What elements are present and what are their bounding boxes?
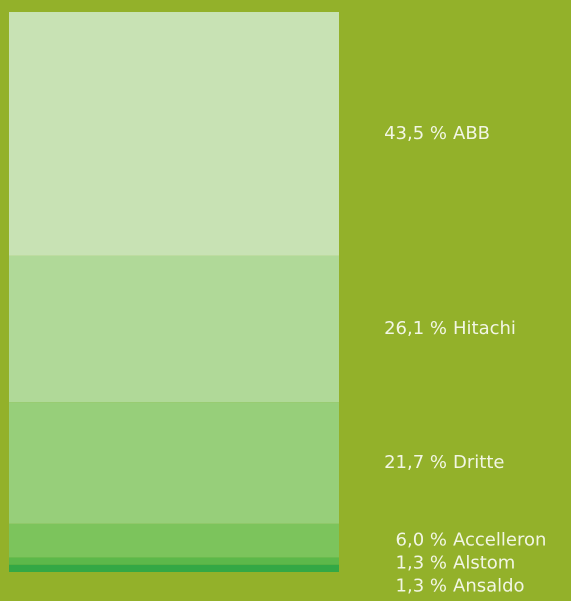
bar-segment	[9, 402, 339, 524]
series-name: Dritte	[453, 452, 504, 473]
bar-segment	[9, 255, 339, 403]
value-label: 1,3 %	[396, 553, 447, 574]
bar-segment	[9, 12, 339, 256]
series-name: ABB	[453, 123, 490, 144]
value-label: 43,5 %	[384, 123, 447, 144]
bar-segment	[9, 523, 339, 558]
series-name: Hitachi	[453, 318, 516, 339]
series-name: Alstom	[453, 553, 515, 574]
bar-segment	[9, 557, 339, 565]
value-label: 1,3 %	[396, 576, 447, 597]
series-name: Accelleron	[453, 530, 546, 551]
value-label: 21,7 %	[384, 452, 447, 473]
bar-segment	[9, 564, 339, 572]
series-name: Ansaldo	[453, 576, 525, 597]
value-label: 26,1 %	[384, 318, 447, 339]
value-label: 6,0 %	[396, 530, 447, 551]
